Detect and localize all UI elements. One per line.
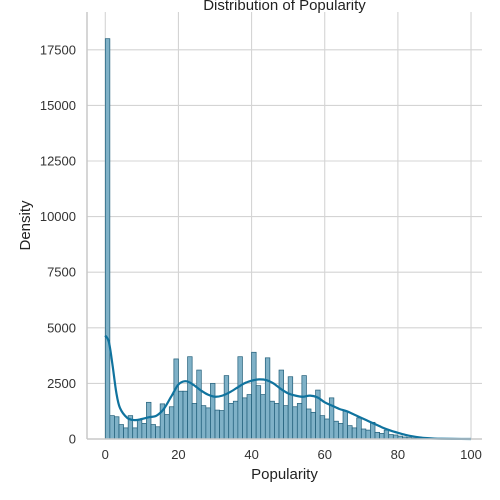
histogram-bar [109, 415, 115, 440]
histogram-bar [278, 369, 284, 440]
histogram-bar [255, 385, 262, 440]
histogram-bar [306, 408, 312, 440]
x-tick-label: 60 [317, 447, 331, 462]
histogram-bar [251, 351, 257, 440]
histogram-bar [114, 416, 120, 440]
histogram-bar [210, 383, 216, 440]
histogram-bar [123, 427, 129, 440]
chart-title: Distribution of Popularity [203, 0, 366, 14]
histogram-bar [283, 405, 289, 440]
histogram-bar [379, 433, 385, 440]
histogram-bar [178, 390, 184, 440]
histogram-bar [365, 429, 371, 440]
histogram-bar [173, 358, 179, 440]
histogram-bar [274, 403, 280, 440]
y-tick-label: 15000 [40, 98, 76, 113]
y-tick-label: 12500 [40, 154, 76, 169]
histogram-bar [260, 394, 266, 440]
kde-curve [104, 334, 472, 441]
histogram-bar [338, 423, 344, 440]
histogram-bar [360, 428, 367, 440]
x-tick-label: 100 [460, 447, 482, 462]
histogram-bar [232, 400, 239, 440]
histogram-bar [187, 356, 193, 440]
histogram-bar [296, 403, 303, 440]
x-tick-label: 20 [171, 447, 185, 462]
histogram-bar [269, 400, 275, 440]
histogram-bar [246, 394, 252, 440]
y-tick-label: 0 [69, 432, 76, 447]
histogram-bar [287, 376, 294, 440]
histogram-bar [155, 426, 161, 440]
histogram-bar [319, 415, 326, 440]
x-tick-label: 40 [244, 447, 258, 462]
histogram-bar [146, 401, 152, 440]
histogram-bar [356, 417, 362, 440]
histogram-bar [228, 403, 234, 440]
histogram-bar [374, 431, 380, 440]
histogram-bar [118, 424, 124, 440]
grid-lines [87, 12, 482, 440]
histogram-bar [191, 403, 198, 440]
histogram-bar [136, 419, 143, 440]
x-axis-label: Popularity [251, 466, 318, 483]
histogram-bar [219, 410, 225, 440]
histogram-bar [333, 420, 339, 440]
histogram-bar [292, 406, 298, 440]
y-axis-label: Density [17, 200, 34, 251]
histogram-bar [205, 407, 211, 440]
histogram-bar [347, 425, 353, 440]
histogram-bar [264, 357, 271, 440]
x-tick-label: 0 [102, 447, 109, 462]
histogram-bar [168, 406, 175, 440]
histogram-bar [200, 405, 207, 440]
histogram-bar [196, 369, 202, 440]
histogram-bar [104, 38, 111, 440]
histogram-bar [242, 397, 248, 440]
histogram-bar [237, 356, 243, 440]
histogram-bar [182, 390, 188, 440]
histogram-bar [310, 411, 316, 440]
histogram-bar [132, 427, 138, 440]
y-tick-label: 17500 [40, 42, 76, 57]
histogram-bar [141, 423, 147, 440]
x-tick-label: 80 [391, 447, 405, 462]
y-tick-label: 5000 [47, 320, 76, 335]
y-tick-label: 10000 [40, 209, 76, 224]
histogram-bar [383, 429, 390, 440]
histogram-bars [104, 38, 472, 440]
histogram-bar [214, 409, 220, 440]
histogram-bar [164, 414, 170, 440]
histogram-bar [342, 410, 348, 440]
y-tick-labels: 0 2500 5000 7500 10000 12500 15000 17500 [40, 42, 76, 446]
histogram-bar [324, 418, 330, 440]
y-tick-label: 2500 [47, 376, 76, 391]
histogram-bar [223, 375, 230, 440]
histogram-bar [301, 375, 307, 440]
y-tick-label: 7500 [47, 265, 76, 280]
histogram-bar [150, 424, 156, 440]
x-tick-labels: 0 20 40 60 80 100 [102, 447, 482, 462]
histogram-bar [351, 427, 358, 440]
